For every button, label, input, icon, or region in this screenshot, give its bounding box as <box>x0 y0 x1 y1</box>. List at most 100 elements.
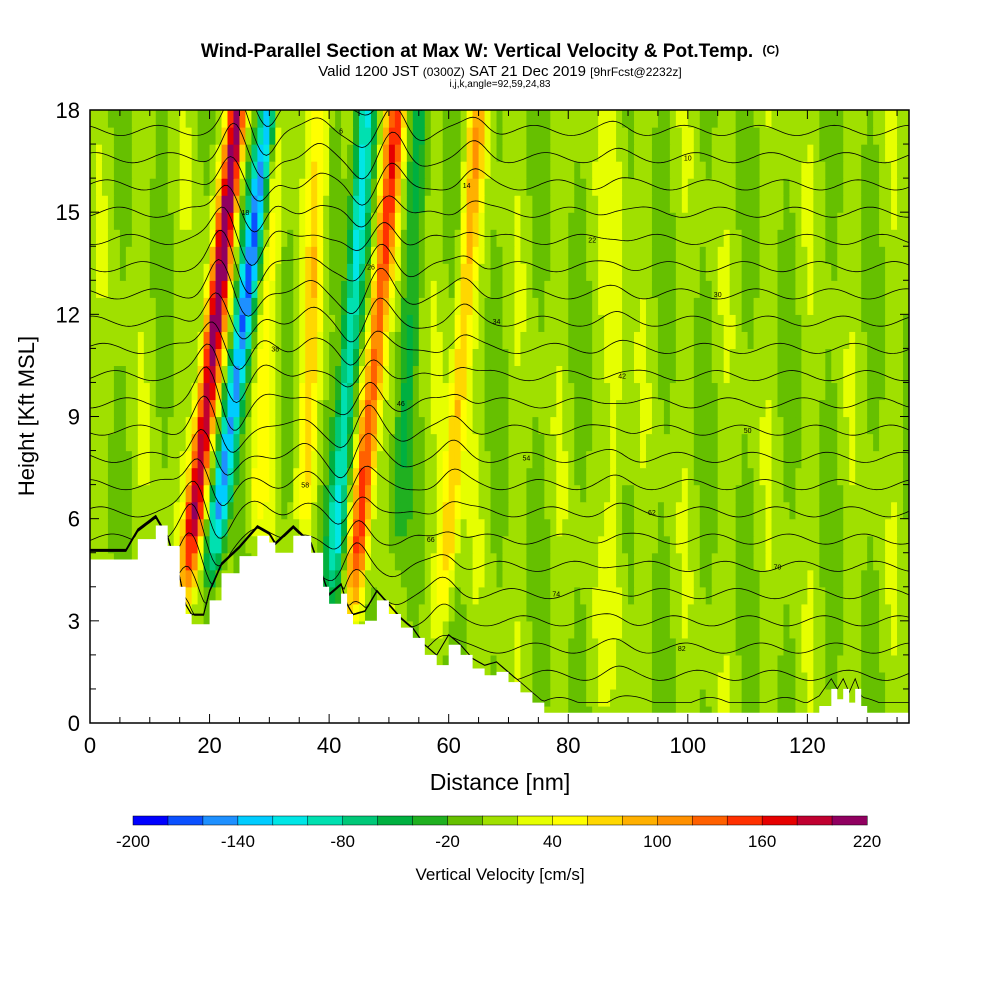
velocity-cell <box>311 161 318 179</box>
velocity-cell <box>508 178 516 196</box>
velocity-cell <box>681 654 689 673</box>
velocity-cell <box>628 331 635 349</box>
velocity-cell <box>424 569 432 588</box>
velocity-cell <box>753 365 761 384</box>
velocity-cell <box>604 467 611 486</box>
velocity-cell <box>137 178 145 196</box>
velocity-cell <box>747 161 755 179</box>
velocity-cell <box>819 144 826 162</box>
velocity-cell <box>861 229 868 247</box>
velocity-cell <box>251 484 258 503</box>
velocity-cell <box>861 348 868 367</box>
velocity-cell <box>861 569 868 588</box>
velocity-cell <box>634 161 641 179</box>
velocity-cell <box>376 467 384 486</box>
velocity-cell <box>705 501 713 520</box>
velocity-cell <box>359 450 366 469</box>
velocity-cell <box>364 586 372 605</box>
velocity-cell <box>191 195 199 213</box>
velocity-cell <box>699 637 707 656</box>
velocity-cell <box>269 212 276 230</box>
velocity-cell <box>544 314 551 332</box>
velocity-cell <box>514 246 522 264</box>
velocity-cell <box>257 280 264 298</box>
velocity-cell <box>95 416 103 435</box>
velocity-cell <box>843 382 850 401</box>
velocity-cell <box>771 382 779 401</box>
velocity-cell <box>753 314 761 332</box>
velocity-cell <box>275 518 282 537</box>
velocity-cell <box>281 518 288 537</box>
velocity-cell <box>502 637 510 656</box>
velocity-cell <box>711 552 719 571</box>
velocity-cell <box>215 297 223 315</box>
velocity-cell <box>634 382 641 401</box>
velocity-cell <box>406 569 414 588</box>
velocity-cell <box>592 127 599 145</box>
velocity-cell <box>418 501 426 520</box>
velocity-cell <box>885 518 892 537</box>
velocity-cell <box>669 144 677 162</box>
velocity-cell <box>490 144 498 162</box>
velocity-cell <box>795 569 802 588</box>
velocity-cell <box>287 144 294 162</box>
velocity-cell <box>550 382 557 401</box>
velocity-cell <box>347 212 354 230</box>
velocity-cell <box>125 348 133 367</box>
velocity-cell <box>197 467 205 486</box>
velocity-cell <box>717 637 725 656</box>
velocity-cell <box>478 314 486 332</box>
velocity-cell <box>394 450 402 469</box>
velocity-cell <box>568 399 575 418</box>
velocity-cell <box>580 552 587 571</box>
theta-contour-label: 54 <box>523 455 531 462</box>
velocity-cell <box>807 586 814 605</box>
velocity-cell <box>777 450 785 469</box>
velocity-cell <box>436 229 444 247</box>
velocity-cell <box>257 348 264 367</box>
velocity-cell <box>813 382 820 401</box>
velocity-cell <box>149 127 157 145</box>
velocity-cell <box>616 501 623 520</box>
velocity-cell <box>891 127 898 145</box>
velocity-cell <box>526 450 533 469</box>
velocity-cell <box>137 212 145 230</box>
velocity-cell <box>323 246 330 264</box>
velocity-cell <box>705 161 713 179</box>
velocity-cell <box>119 450 127 469</box>
velocity-cell <box>622 297 629 315</box>
velocity-cell <box>699 518 707 537</box>
velocity-cell <box>807 348 814 367</box>
velocity-cell <box>424 212 432 230</box>
velocity-cell <box>107 314 115 332</box>
velocity-cell <box>532 161 539 179</box>
velocity-cell <box>837 569 844 588</box>
velocity-cell <box>394 263 402 281</box>
velocity-cell <box>556 331 563 349</box>
velocity-cell <box>622 535 629 554</box>
velocity-cell <box>472 382 480 401</box>
velocity-cell <box>562 110 569 128</box>
velocity-cell <box>562 144 569 162</box>
velocity-cell <box>813 229 820 247</box>
velocity-cell <box>239 416 247 435</box>
velocity-cell <box>855 535 862 554</box>
velocity-cell <box>191 467 199 486</box>
velocity-cell <box>729 433 737 452</box>
velocity-cell <box>161 314 169 332</box>
velocity-cell <box>777 569 785 588</box>
velocity-cell <box>574 246 581 264</box>
velocity-cell <box>616 620 623 639</box>
velocity-cell <box>813 535 820 554</box>
velocity-cell <box>490 637 498 656</box>
velocity-cell <box>119 467 127 486</box>
velocity-cell <box>783 620 791 639</box>
velocity-cell <box>400 178 408 196</box>
velocity-cell <box>586 416 593 435</box>
velocity-cell <box>281 501 288 520</box>
velocity-cell <box>705 144 713 162</box>
velocity-cell <box>364 484 372 503</box>
velocity-cell <box>867 144 874 162</box>
velocity-cell <box>131 314 139 332</box>
velocity-cell <box>508 484 516 503</box>
